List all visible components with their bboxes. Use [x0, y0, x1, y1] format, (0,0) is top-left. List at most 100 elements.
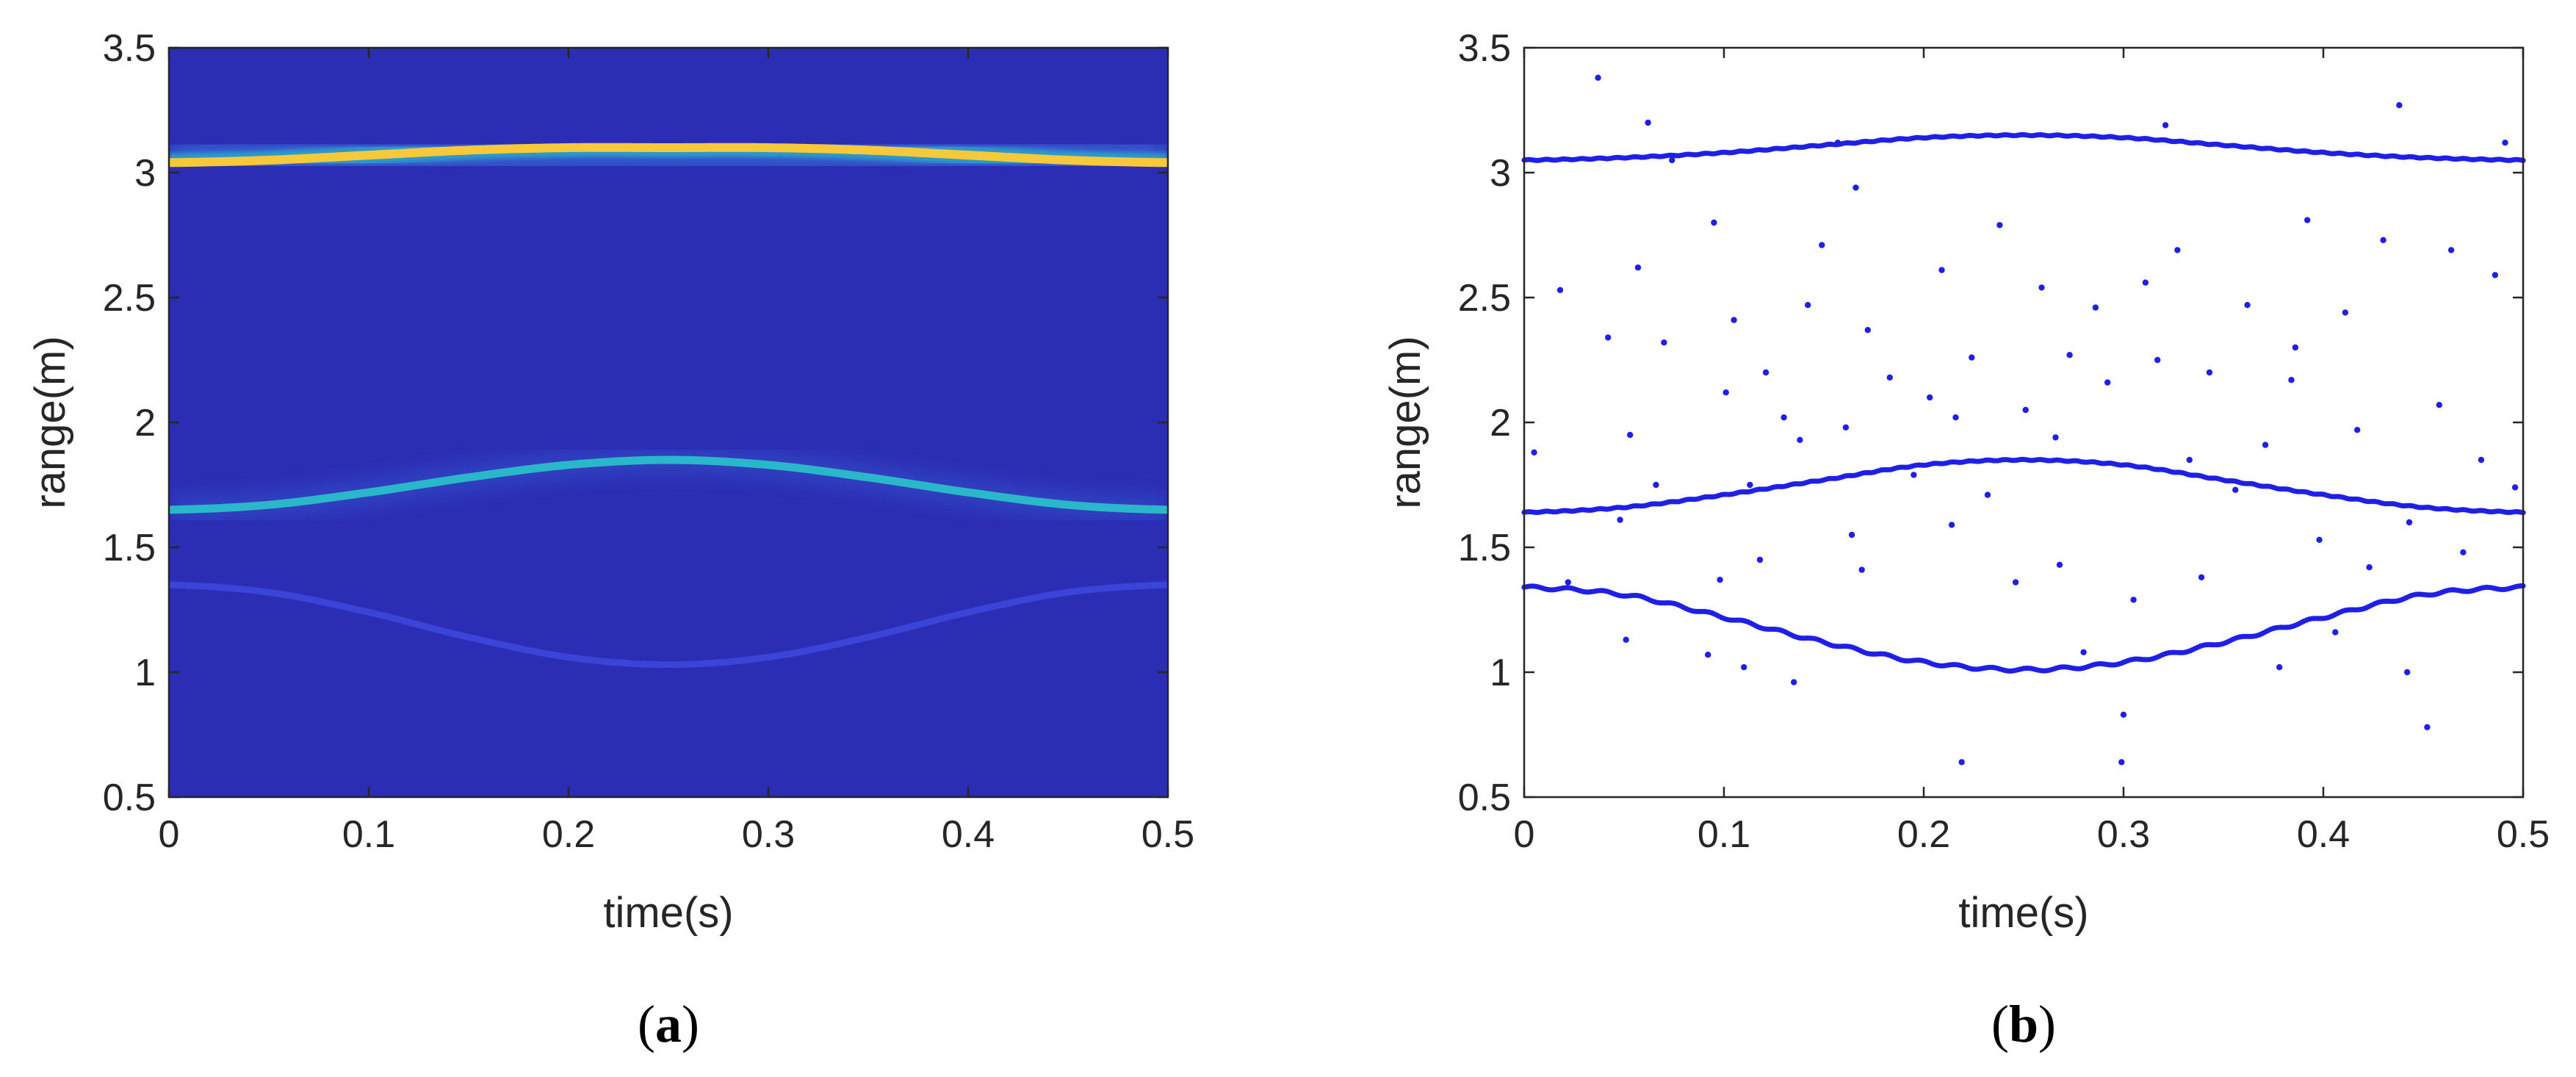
panel-label-a: (a) — [638, 995, 699, 1053]
scatter-outlier-point — [1858, 566, 1865, 573]
scatter-outlier-point — [1864, 327, 1871, 334]
scatter-outlier-point — [2130, 597, 2137, 603]
scatter-outlier-point — [1819, 242, 1825, 248]
scatter-xtick-label: 0.5 — [2497, 813, 2550, 856]
scatter-outlier-point — [2276, 664, 2283, 671]
scatter-outlier-point — [2232, 486, 2239, 493]
scatter-xtick-label: 0.2 — [1897, 813, 1950, 856]
scatter-outlier-point — [1781, 414, 1787, 421]
scatter-outlier-point — [2292, 344, 2299, 351]
heatmap-series-layer — [169, 143, 1168, 669]
scatter-outlier-point — [2447, 247, 2455, 253]
scatter-outlier-point — [1938, 267, 1945, 273]
scatter-outlier-point — [1842, 424, 1850, 431]
scatter-outlier-point — [2492, 272, 2499, 278]
heatmap-ytick-label: 2.5 — [103, 277, 156, 320]
scatter-outlier-point — [2080, 649, 2087, 655]
scatter-ticks: 0 0.1 0.2 0.3 0.4 0.5 0.5 1 1.5 2 2.5 3 3.5 — [1458, 27, 2550, 856]
scatter-outlier-point — [1984, 491, 1991, 498]
scatter-outlier-point — [2366, 564, 2373, 571]
scatter-outlier-point — [1805, 302, 1811, 309]
scatter-outlier-point — [2104, 379, 2111, 386]
panel-label-b: (b) — [1991, 995, 2056, 1053]
scatter-outlier-point — [1722, 389, 1729, 396]
scatter-outlier-point — [2244, 302, 2251, 309]
scatter-outlier-point — [2022, 406, 2029, 414]
scatter-track-3 — [1521, 583, 2526, 674]
scatter-xtick-label: 0.4 — [2297, 813, 2350, 856]
scatter-outlier-point — [1565, 579, 1571, 586]
scatter-outlier-point — [1717, 577, 1723, 583]
scatter-outlier-point — [2316, 536, 2323, 543]
scatter-outlier-point — [2012, 579, 2019, 586]
scatter-outlier-point — [2142, 279, 2149, 286]
heatmap-ytick-label: 3 — [134, 152, 156, 195]
heatmap-xtick-label: 0.3 — [742, 813, 795, 856]
scatter-outlier-point — [1791, 679, 1797, 685]
scatter-outlier-point — [1948, 522, 1955, 528]
heatmap-xtick-label: 0.2 — [542, 813, 595, 856]
scatter-outlier-point — [2288, 377, 2295, 383]
scatter-outlier-point — [1595, 74, 1601, 82]
heatmap-ytick-label: 1.5 — [103, 527, 156, 569]
scatter-outlier-point — [2404, 669, 2411, 676]
scatter-outlier-point — [2304, 217, 2311, 223]
scatter-outlier-point — [2342, 309, 2349, 316]
scatter-outlier-point — [2424, 724, 2431, 730]
scatter-panel: 0 0.1 0.2 0.3 0.4 0.50.511.522.533.5 time(s) … — [1382, 27, 2550, 1053]
scatter-ytick-label: 1.5 — [1458, 527, 1511, 569]
scatter-outlier-point — [2154, 356, 2161, 364]
scatter-outlier-point — [1969, 354, 1975, 361]
scatter-ytick-label: 3 — [1490, 152, 1511, 195]
scatter-outlier-point — [1627, 431, 1634, 439]
heatmap-xtick-label: 0.5 — [1141, 813, 1194, 856]
scatter-ytick-label: 0.5 — [1458, 777, 1511, 819]
scatter-outlier-point — [1741, 664, 1747, 671]
panel-label-a-letter: a — [655, 995, 682, 1053]
scatter-track-1 — [1521, 132, 2526, 163]
heatmap-panel: 0 0.1 0.2 0.3 0.4 0.50.511.522.533.5 time(s) … — [26, 27, 1194, 1053]
heatmap-series-mid — [169, 455, 1168, 514]
scatter-xtick-label: 0 — [1514, 813, 1535, 856]
scatter-outlier-point — [1731, 317, 1737, 323]
scatter-outlier-point — [2052, 434, 2059, 441]
scatter-outlier-point — [1653, 481, 1659, 489]
heatmap-xtick-label: 0.1 — [342, 813, 395, 856]
scatter-ylabel: range(m) — [1382, 336, 1429, 508]
scatter-outlier-point — [2038, 284, 2045, 291]
scatter-outlier-point — [2092, 304, 2099, 311]
heatmap-xlabel: time(s) — [603, 889, 733, 937]
scatter-outlier-point — [1617, 516, 1623, 523]
scatter-outlier-point — [1848, 531, 1855, 538]
scatter-outlier-point — [1996, 222, 2003, 228]
scatter-outlier-point — [2206, 369, 2213, 376]
scatter-outlier-point — [1556, 287, 1564, 293]
heatmap-ytick-label: 0.5 — [103, 777, 156, 819]
heatmap-ytick-label: 3.5 — [103, 27, 156, 70]
heatmap-ytick-label: 1 — [134, 652, 156, 694]
scatter-outlier-point — [1705, 652, 1711, 658]
scatter-outlier-point — [2120, 711, 2127, 718]
scatter-outlier-point — [1927, 394, 1933, 401]
scatter-outlier-point — [1623, 636, 1629, 643]
scatter-outlier-point — [1661, 339, 1667, 346]
scatter-track-2 — [1521, 456, 2526, 516]
scatter-outlier-point — [2502, 140, 2508, 146]
scatter-outlier-point — [2396, 102, 2403, 109]
scatter-xtick-label: 0.1 — [1698, 813, 1750, 856]
scatter-outlier-point — [2162, 122, 2169, 129]
scatter-outlier-layer — [1531, 74, 2519, 766]
scatter-outlier-point — [2460, 549, 2467, 555]
scatter-outlier-point — [2406, 519, 2413, 526]
scatter-outlier-point — [1958, 759, 1965, 766]
scatter-outlier-point — [2186, 456, 2193, 464]
scatter-outlier-point — [2056, 561, 2063, 568]
scatter-outlier-point — [1797, 436, 1803, 443]
panel-label-b-letter: b — [2009, 995, 2038, 1053]
scatter-outlier-point — [1762, 369, 1769, 376]
scatter-outlier-point — [2380, 237, 2386, 243]
scatter-ytick-label: 3.5 — [1458, 27, 1511, 70]
scatter-ytick-label: 2.5 — [1458, 277, 1511, 320]
heatmap-ylabel: range(m) — [26, 336, 74, 508]
scatter-outlier-point — [2436, 402, 2442, 408]
